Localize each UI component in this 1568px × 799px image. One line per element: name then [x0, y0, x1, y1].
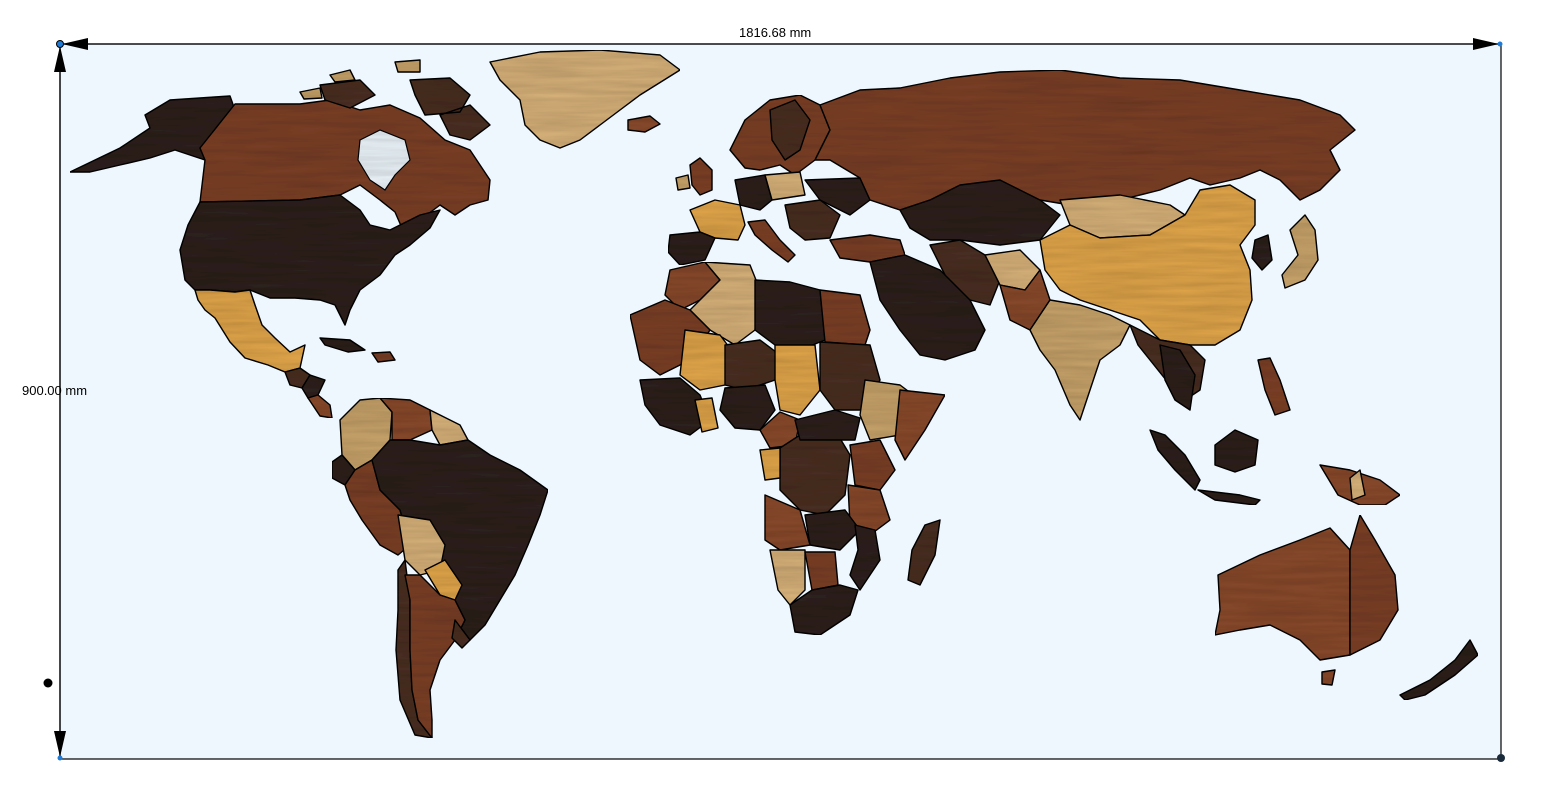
country-iran[interactable] [929, 239, 1001, 306]
europe [667, 94, 906, 266]
country-china[interactable] [1039, 184, 1256, 346]
country-kazakhstan[interactable] [899, 179, 1061, 246]
country-spain[interactable] [667, 231, 716, 266]
top-left-handle[interactable] [56, 40, 64, 48]
country-korea[interactable] [1251, 234, 1273, 271]
country-ukraine[interactable] [804, 177, 871, 216]
arrow-left-icon [62, 38, 88, 50]
country-indochina[interactable] [1159, 344, 1196, 411]
arrow-down-icon [54, 731, 66, 757]
country-mozambique[interactable] [849, 524, 881, 591]
country-greenland[interactable] [489, 49, 681, 149]
country-sweden[interactable] [769, 99, 811, 161]
country-india[interactable] [1029, 299, 1131, 421]
country-italy[interactable] [747, 219, 796, 263]
country-russia[interactable] [814, 69, 1356, 211]
country-zambia[interactable] [804, 509, 861, 551]
country-uruguay[interactable] [451, 619, 471, 649]
country-venezuela[interactable] [379, 397, 433, 441]
country-philippines[interactable] [1257, 357, 1291, 416]
country-namibia[interactable] [769, 549, 806, 606]
country-egypt[interactable] [819, 289, 871, 346]
africa [629, 261, 946, 636]
country-hispaniola[interactable] [371, 351, 396, 363]
country-honduras[interactable] [301, 374, 326, 399]
country-eastern-australia[interactable] [1349, 514, 1399, 656]
country-cuba[interactable] [319, 337, 366, 353]
country-nicaragua[interactable] [307, 394, 333, 419]
country-mexico[interactable] [194, 289, 306, 373]
origin-marker[interactable] [43, 678, 53, 688]
oceania [1214, 514, 1479, 701]
height-dimension-label: 900.00 mm [22, 383, 88, 398]
country-ireland[interactable] [675, 174, 691, 191]
country-germany[interactable] [734, 174, 773, 211]
country-iceland[interactable] [627, 115, 661, 133]
country-java[interactable] [1197, 489, 1261, 506]
country-gabon[interactable] [759, 447, 781, 481]
country-western-australia[interactable] [1214, 527, 1351, 661]
asia [814, 69, 1401, 506]
country-central-africa[interactable] [794, 409, 861, 441]
country-madagascar[interactable] [907, 519, 941, 586]
country-chad[interactable] [774, 344, 821, 416]
country-uk[interactable] [689, 157, 713, 196]
country-argentina[interactable] [404, 574, 466, 739]
country-kenya[interactable] [849, 439, 896, 491]
country-middle-east[interactable] [869, 254, 986, 361]
country-west-africa[interactable] [639, 377, 711, 436]
country-sumatra[interactable] [1149, 429, 1201, 491]
country-south-africa[interactable] [789, 584, 859, 636]
country-paraguay[interactable] [424, 559, 463, 601]
top-right-handle[interactable] [1497, 41, 1503, 47]
country-papua[interactable] [1349, 469, 1366, 501]
country-somalia[interactable] [894, 389, 946, 461]
north-america [69, 49, 681, 419]
country-poland[interactable] [764, 171, 806, 201]
south-america [331, 397, 549, 739]
dimension-height [54, 46, 66, 757]
width-dimension-label: 1816.68 mm [739, 25, 812, 40]
dimension-width [62, 38, 1499, 50]
country-angola[interactable] [764, 494, 811, 551]
country-canada-islands-light[interactable] [299, 59, 421, 100]
country-ghana[interactable] [694, 397, 719, 433]
country-borneo[interactable] [1214, 429, 1259, 473]
bottom-left-handle[interactable] [57, 755, 63, 761]
bottom-right-handle[interactable] [1497, 754, 1505, 762]
country-new-zealand[interactable] [1399, 639, 1479, 701]
country-japan[interactable] [1281, 214, 1319, 289]
country-tasmania[interactable] [1321, 669, 1336, 686]
arrow-right-icon [1473, 38, 1499, 50]
hudson-bay [357, 129, 411, 191]
arrow-up-icon [54, 46, 66, 72]
